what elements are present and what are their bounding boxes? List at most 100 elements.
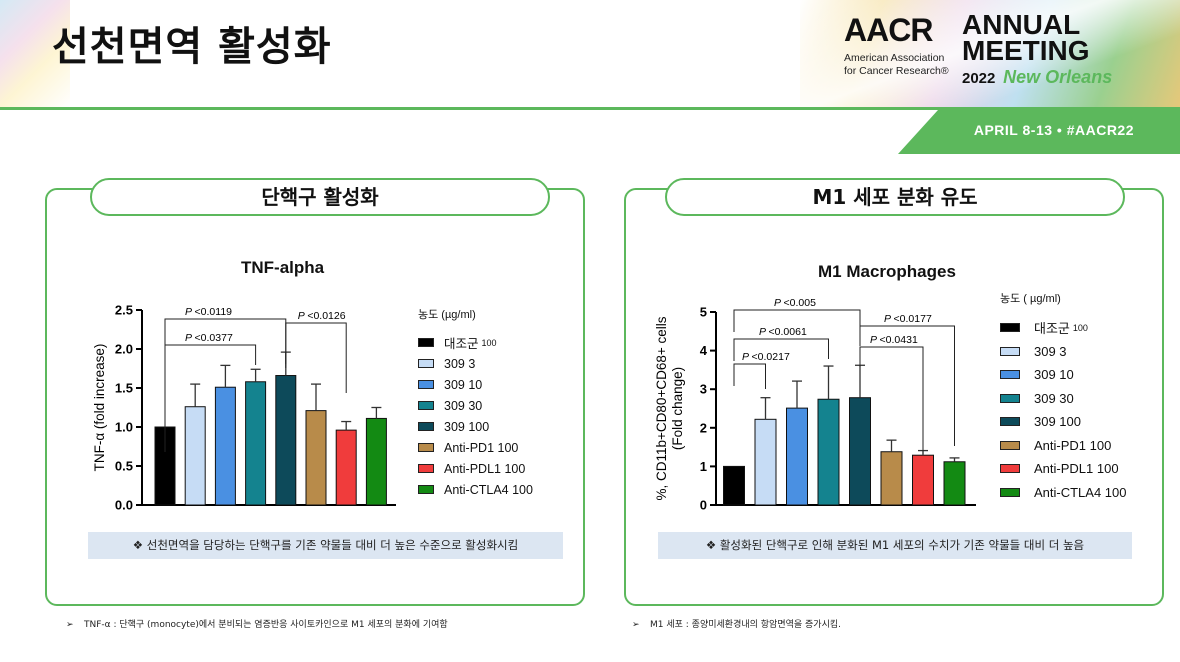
legend-item: 309 30	[418, 395, 533, 416]
page-title: 선천면역 활성화	[52, 24, 332, 70]
legend-label: 309 30	[1034, 390, 1074, 406]
legend-label: Anti-PDL1 100	[1034, 461, 1119, 477]
bar	[214, 386, 236, 506]
legend-title: 농도 (µg/ml)	[418, 309, 476, 321]
p-value-label: P <0.005	[774, 297, 816, 309]
y-axis-label: %, CD11b+CD80+CD68+ cells	[654, 316, 669, 500]
y-tick-label: 4	[700, 343, 708, 358]
significance-bracket	[859, 346, 924, 454]
significance-bracket	[285, 322, 347, 393]
logo-aacr-text: AACR	[844, 12, 933, 48]
y-axis-label: (Fold change)	[670, 367, 685, 450]
y-tick-label: 1.5	[115, 381, 133, 396]
significance-bracket	[733, 338, 829, 361]
logo-year: 2022	[962, 70, 996, 87]
legend-swatch	[418, 401, 434, 410]
y-tick-label: 1.0	[115, 420, 133, 435]
header-decoration-left	[0, 0, 70, 108]
bar	[305, 410, 327, 506]
legend-label-suffix: 100	[481, 337, 497, 348]
bar	[184, 406, 206, 506]
legend-swatch	[418, 338, 434, 347]
legend-swatch	[1000, 346, 1020, 356]
legend-item: Anti-CTLA4 100	[1000, 481, 1127, 505]
left-footnote-text: TNF-α : 단핵구 (monocyte)에서 분비되는 염증반응 사이토카인…	[84, 620, 448, 630]
significance-bracket	[164, 344, 257, 452]
bar	[817, 398, 840, 506]
legend-label: 대조군	[1034, 321, 1070, 337]
legend-item: 309 10	[418, 374, 533, 395]
bar	[723, 465, 745, 506]
p-value-label: P <0.0119	[185, 306, 232, 318]
legend-label: 309 30	[444, 398, 483, 413]
logo-city: New Orleans	[1003, 67, 1113, 87]
left-panel-heading: 단핵구 활성화	[90, 178, 550, 216]
y-tick-label: 3	[700, 382, 707, 397]
p-value-label: P <0.0377	[185, 332, 233, 344]
right-panel-heading: M1 세포 분화 유도	[665, 178, 1125, 216]
legend-item: 309 10	[1000, 363, 1127, 387]
legend-item: 대조군 100	[1000, 316, 1127, 340]
legend-swatch	[1000, 417, 1020, 427]
significance-bracket	[733, 363, 766, 389]
significance-bracket	[859, 325, 955, 446]
bar	[754, 418, 777, 506]
bar	[365, 417, 387, 506]
arrow-bullet-icon: ➢	[66, 620, 74, 630]
legend-label: 309 10	[444, 377, 483, 392]
bar	[786, 407, 808, 506]
bar	[245, 381, 267, 506]
logo-meeting-text: MEETING	[962, 35, 1090, 66]
y-tick-label: 0.5	[115, 459, 133, 474]
legend-label: 309 3	[1034, 343, 1067, 359]
legend-item: Anti-PD1 100	[1000, 434, 1127, 458]
legend-label: 309 100	[444, 419, 490, 434]
y-tick-label: 5	[700, 305, 707, 320]
aacr-logo: AACR American Association for Cancer Res…	[840, 9, 1170, 89]
legend-label: 309 10	[1034, 367, 1074, 383]
bar	[275, 375, 297, 506]
bar	[880, 451, 903, 506]
bar	[912, 454, 934, 506]
right-legend: 농도 ( µg/ml) 대조군 100 309 3 309 10 309 30 309 1…	[1000, 290, 1127, 504]
legend-item: Anti-CTLA4 100	[418, 479, 533, 500]
legend-label-suffix: 100	[1072, 322, 1088, 333]
legend-item: Anti-PD1 100	[418, 437, 533, 458]
p-value-label: P <0.0217	[742, 351, 790, 363]
y-tick-label: 0.0	[115, 498, 133, 513]
right-footnote-text: M1 세포 : 종양미세환경내의 항암면역을 증가시킴.	[650, 620, 842, 630]
legend-item: 309 100	[418, 416, 533, 437]
left-legend: 농도 (µg/ml) 대조군 100 309 3 309 10 309 30 309 10…	[418, 306, 533, 500]
legend-label: Anti-CTLA4 100	[1034, 484, 1127, 500]
y-tick-label: 1	[700, 459, 707, 474]
legend-label: Anti-CTLA4 100	[444, 482, 533, 497]
legend-item: 대조군 100	[418, 332, 533, 353]
legend-label: Anti-PDL1 100	[444, 461, 526, 476]
legend-title: 농도 ( µg/ml)	[1000, 293, 1061, 305]
logo-annual-text: ANNUAL	[962, 9, 1081, 40]
bar	[849, 397, 871, 506]
legend-swatch	[1000, 393, 1020, 403]
date-banner-text: APRIL 8-13 • #AACR22	[973, 122, 1134, 138]
logo-org-line1: American Association	[844, 52, 945, 64]
legend-swatch	[418, 443, 434, 452]
y-tick-label: 2.0	[115, 342, 133, 357]
legend-swatch	[418, 359, 434, 368]
legend-item: 309 30	[1000, 387, 1127, 411]
bar	[943, 461, 966, 506]
legend-swatch	[1000, 464, 1020, 474]
y-tick-label: 2	[700, 420, 707, 435]
legend-label: 대조군	[444, 337, 479, 351]
header-rule	[0, 107, 1180, 110]
logo-annual-meeting: ANNUAL MEETING 2022 New Orleans	[962, 9, 1113, 89]
legend-item: Anti-PDL1 100	[418, 458, 533, 479]
legend-item: 309 100	[1000, 410, 1127, 434]
p-value-label: P <0.0061	[759, 326, 807, 338]
left-chart-title: TNF-alpha	[241, 258, 325, 277]
legend-swatch	[418, 380, 434, 389]
y-tick-label: 2.5	[115, 303, 133, 318]
legend-swatch	[1000, 487, 1020, 497]
arrow-bullet-icon: ➢	[632, 620, 640, 630]
header-decoration-right	[800, 0, 1180, 108]
right-note: ❖ 활성화된 단핵구로 인해 분화된 M1 세포의 수치가 기존 약물들 대비 …	[658, 532, 1132, 559]
